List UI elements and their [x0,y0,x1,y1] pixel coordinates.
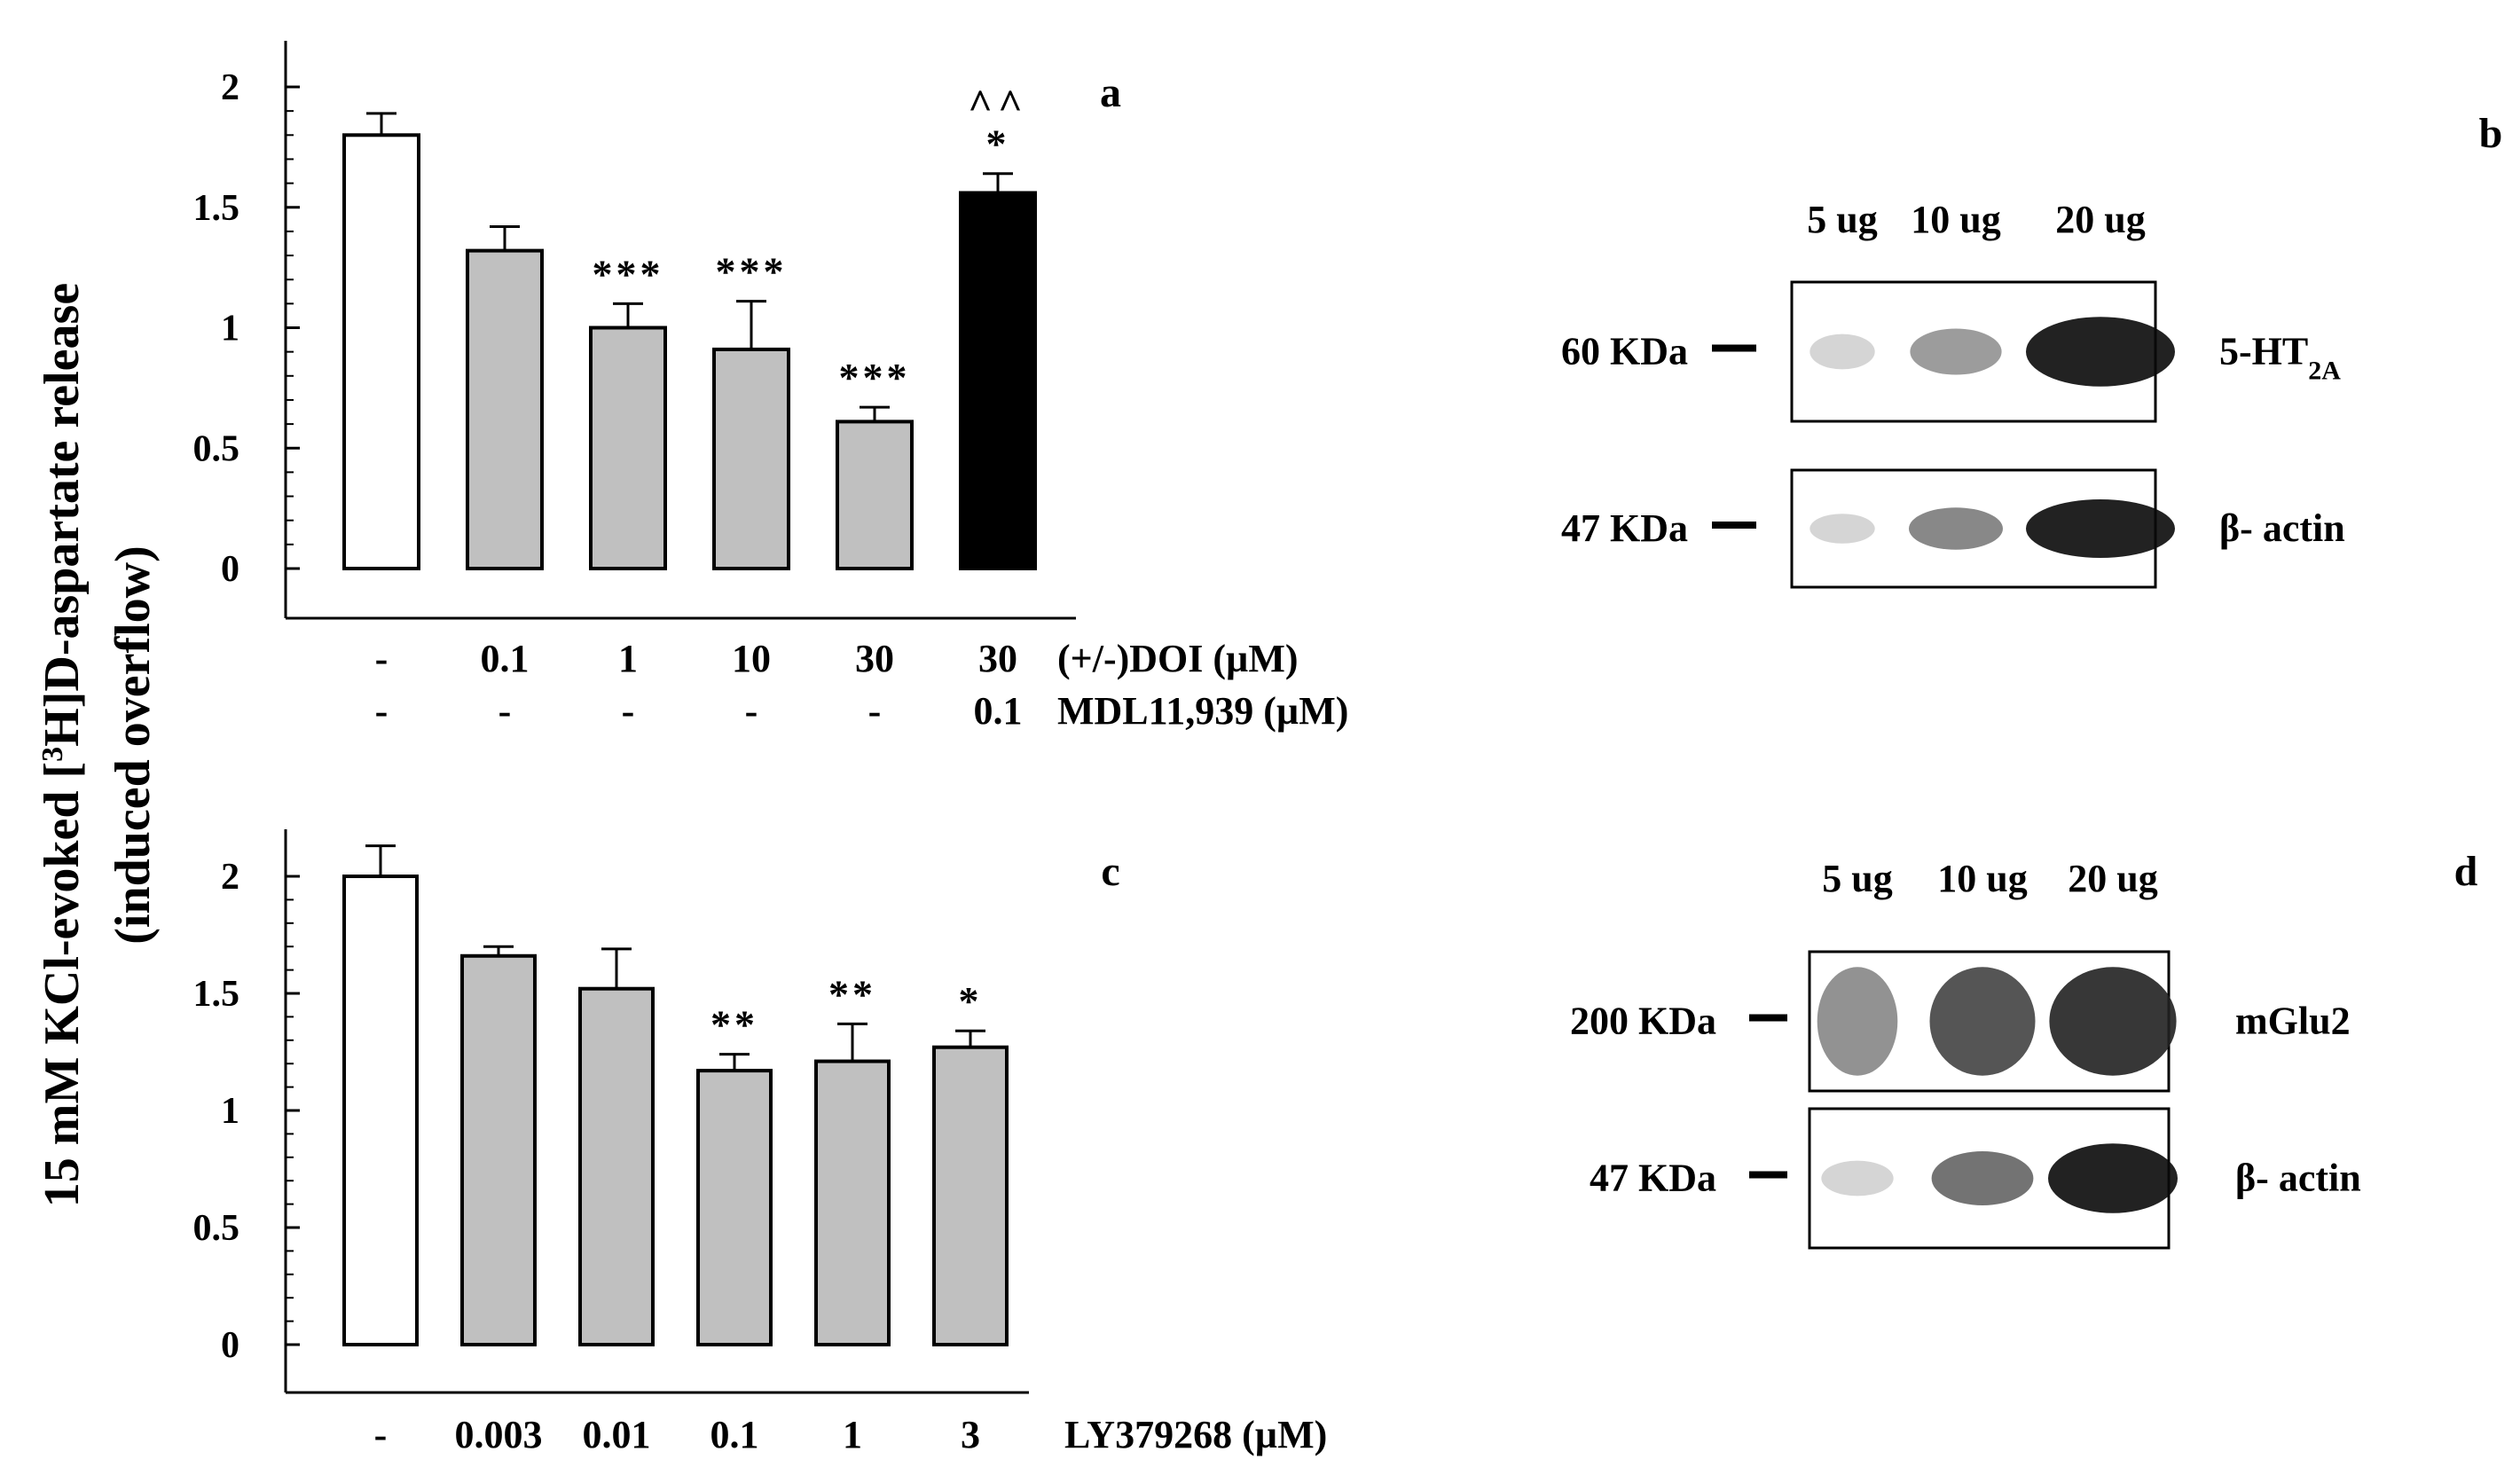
y-tick-label: 1 [221,1091,239,1132]
y-tick-label: 0 [221,1325,239,1366]
y-axis-label-sup: 3 [36,747,69,762]
bar [589,326,667,570]
significance-label: * [986,122,1010,167]
lane-label: 10 ug [1937,857,2027,900]
bar [814,1059,891,1347]
bar [696,1069,773,1346]
blot-band [1909,507,2003,550]
row-label-ly: LY379268 (µM) [1064,1413,1327,1456]
x-tick-label: 1 [843,1413,862,1456]
x-tick-label: 0.01 [583,1413,651,1456]
western-blot-panel-d: d 5 ug 10 ug 20 ug 200 KDa mGlu2 47 KDa β- act… [1570,848,2478,1250]
y-tick-label: 0.5 [193,428,240,469]
lane-label: 5 ug [1807,198,1877,241]
blot-band [1810,333,1875,370]
protein-name: β- actin [2219,506,2345,550]
blot-band [2026,317,2175,387]
significance-label: *** [593,251,664,296]
row-label-mdl: MDL11,939 (µM) [1057,689,1348,733]
blot-band [1910,328,2002,375]
protein-subscript: 2A [2308,356,2341,385]
protein-name: 5-HT [2219,330,2308,373]
panel-label-a: a [1100,69,1121,116]
x-tick-label: 3 [961,1413,980,1456]
bar [342,133,420,571]
molecular-weight-label: 200 KDa [1570,1000,1716,1043]
x-tick-label-row2: - [745,689,758,733]
blot-band [2048,1143,2178,1213]
chart-panel-c: c LY379268 (µM) 0 0.5 1 1.5 2 - 0.003 0.01 ** 0.1… [193,829,1327,1456]
bar [836,420,914,571]
blot-band [1810,514,1875,544]
bar [712,347,790,570]
protein-name: mGlu2 [2235,1000,2351,1043]
x-tick-label: 1 [618,637,638,680]
blot-band [1821,1160,1894,1196]
protein-label: β- actin [2219,506,2345,550]
row-label-doi: (+/-)DOI (µM) [1057,637,1299,680]
x-tick-label: 30 [978,637,1017,680]
x-tick-label: 10 [732,637,771,680]
significance-label: *** [839,355,911,400]
y-tick-label: 1.5 [193,974,240,1015]
lane-label: 20 ug [2055,198,2145,241]
significance-label: * [959,978,983,1024]
bar [342,875,419,1346]
protein-label: 5-HT2A [2219,330,2341,386]
chart-panel-a: a (+/-)DOI (µM) MDL11,939 (µM) 0 0.5 1 1.5 2… [193,41,1348,733]
x-tick-label: - [375,637,389,680]
y-axis-label: 15 mM KCl-evoked [3H]D-aspartate release [35,283,90,1207]
x-tick-label-row2: - [868,689,882,733]
y-tick-label: 0 [221,549,239,590]
significance-label: ** [710,1002,758,1047]
blot-band [1817,967,1898,1076]
y-tick-label: 1 [221,309,239,349]
y-axis-label-post: H]D-aspartate release [35,283,90,747]
panel-label-b: b [2479,110,2503,157]
significance-label: *** [716,249,788,294]
y-tick-label: 1.5 [193,188,240,229]
x-tick-label-row2: - [499,689,512,733]
bar [466,248,544,570]
western-blot-panel-b: b 5 ug 10 ug 20 ug 60 KDa 5-HT2A 47 KDa β- act… [1561,110,2503,589]
x-tick-label: - [374,1413,388,1456]
blot-band [2049,967,2177,1076]
x-tick-label: 0.1 [481,637,530,680]
significance-label: ** [828,971,876,1016]
bar [460,953,537,1346]
blot-band [2026,499,2175,558]
x-tick-label-row2: - [375,689,389,733]
lane-label: 20 ug [2068,857,2157,900]
blot-band [1931,1151,2034,1205]
x-tick-label: 0.1 [710,1413,759,1456]
molecular-weight-label: 47 KDa [1561,506,1688,550]
significance-label-2: ^^ [968,82,1028,129]
y-tick-label: 0.5 [193,1208,240,1249]
protein-label: β- actin [2235,1157,2361,1200]
lane-label: 10 ug [1911,198,2000,241]
y-tick-label: 2 [221,67,239,108]
bar [932,1045,1009,1346]
y-axis-label-pre: 15 mM KCl-evoked [ [35,762,90,1207]
lane-label: 5 ug [1822,857,1892,900]
protein-name: β- actin [2235,1157,2361,1200]
blot-band [1929,967,2036,1076]
bar [959,191,1037,571]
molecular-weight-label: 60 KDa [1561,330,1688,373]
protein-label: mGlu2 [2235,1000,2351,1043]
panel-label-d: d [2454,848,2478,895]
panel-label-c: c [1101,848,1119,895]
x-tick-label: 30 [855,637,894,680]
y-tick-label: 2 [221,857,239,898]
x-tick-label: 0.003 [455,1413,543,1456]
x-tick-label-row2: 0.1 [974,689,1023,733]
molecular-weight-label: 47 KDa [1590,1157,1716,1200]
x-tick-label-row2: - [622,689,635,733]
bar [578,986,655,1346]
y-axis-label-line2: (induced overflow) [106,545,161,945]
